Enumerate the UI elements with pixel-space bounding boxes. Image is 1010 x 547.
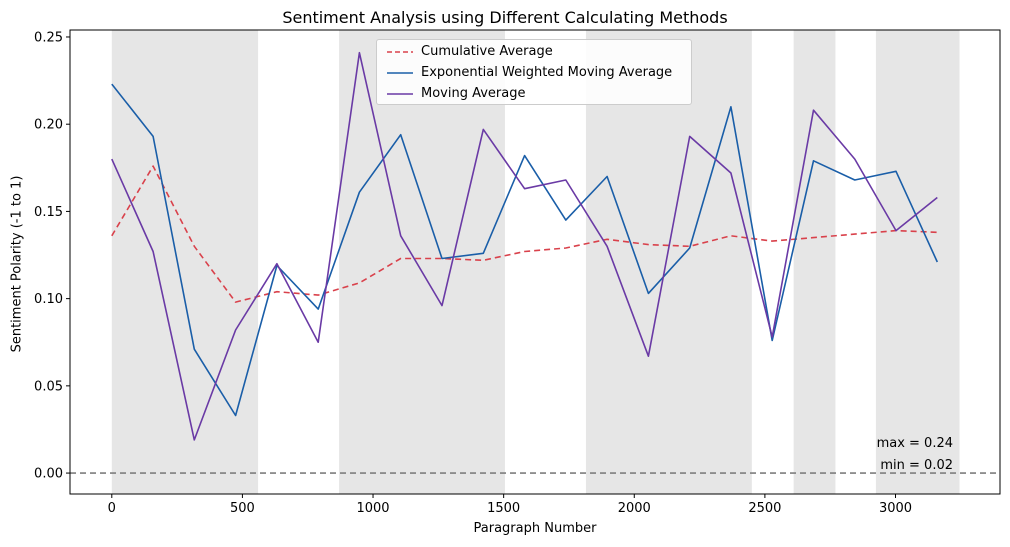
x-tick-label: 500 (230, 501, 255, 516)
legend-label: Cumulative Average (421, 44, 553, 59)
y-tick-label: 0.20 (34, 118, 63, 133)
x-tick-label: 3000 (879, 501, 912, 516)
series-line-2 (111, 51, 938, 441)
y-tick-label: 0.15 (34, 205, 63, 220)
y-axis-label: Sentiment Polarity (-1 to 1) (9, 175, 25, 353)
chart-title: Sentiment Analysis using Different Calcu… (282, 8, 728, 27)
shaded-span (111, 30, 259, 494)
series-line-1 (111, 83, 939, 417)
legend: Cumulative Average Exponential Weighted … (376, 39, 692, 105)
x-tick-label: 2000 (618, 501, 651, 516)
x-tick-label: 1000 (356, 501, 389, 516)
y-tick-label: 0.10 (34, 292, 63, 307)
x-tick-label: 2500 (748, 501, 781, 516)
max-annotation: max = 0.24 (876, 436, 953, 451)
x-axis-label: Paragraph Number (473, 521, 597, 536)
legend-swatch-purple (387, 93, 413, 95)
series-line-0 (111, 165, 938, 303)
shaded-span (875, 30, 960, 494)
x-tick-label: 0 (108, 501, 116, 516)
legend-item-ewma: Exponential Weighted Moving Average (377, 63, 691, 83)
shaded-span (793, 30, 836, 494)
legend-label: Exponential Weighted Moving Average (421, 65, 673, 80)
plot-frame (69, 29, 1001, 495)
shaded-span (339, 30, 505, 494)
legend-swatch-blue (387, 72, 413, 74)
legend-label: Moving Average (421, 86, 526, 101)
legend-item-moving-average: Moving Average (377, 84, 691, 104)
y-tick-label: 0.25 (34, 30, 63, 45)
legend-item-cumulative-average: Cumulative Average (377, 42, 691, 62)
y-tick-label: 0.05 (34, 379, 63, 394)
min-annotation: min = 0.02 (880, 458, 953, 473)
legend-swatch-dashed-red (387, 51, 413, 53)
y-tick-label: 0.00 (34, 467, 63, 482)
x-tick-label: 1500 (487, 501, 520, 516)
